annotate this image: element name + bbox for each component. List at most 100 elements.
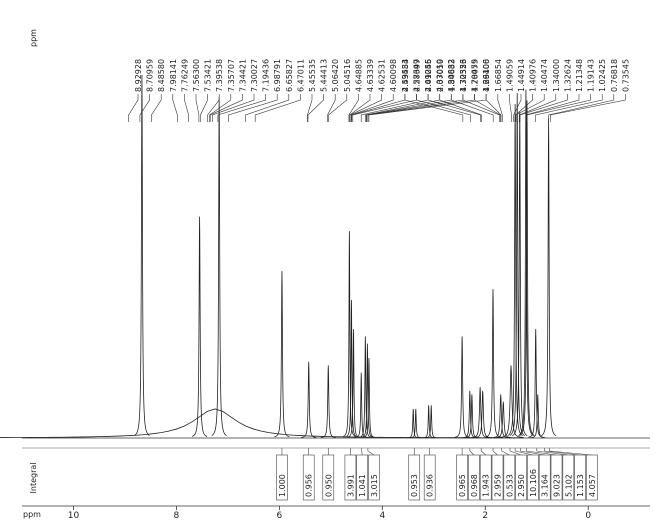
peak-label-leader [209, 94, 232, 122]
peak-label: 6.47011 [296, 59, 305, 92]
peak-label-leader [404, 94, 464, 122]
peak-label-leader [451, 94, 494, 122]
integral-value: 0.965 [458, 474, 467, 497]
peak-label-leader [212, 94, 255, 122]
x-tick-label: 8 [174, 511, 180, 521]
integral-bracket [519, 448, 545, 456]
peak-label-leader [328, 94, 348, 122]
peak-label-leader [327, 94, 336, 122]
peak-label: 5.06420 [331, 59, 340, 92]
peak [494, 401, 513, 439]
peak-label-leader [200, 94, 208, 122]
integral-box [456, 454, 468, 501]
peak-label: 1.40474 [540, 59, 549, 92]
peak [362, 358, 376, 438]
integral-value: 2.950 [517, 474, 526, 497]
peak-label-leader [184, 94, 189, 122]
peak-label: 4.63339 [366, 59, 375, 92]
peak-label: 0.73545 [621, 59, 630, 92]
peak-label: 8.92928 [134, 59, 143, 92]
peak-label-leader [550, 94, 626, 122]
peak [354, 372, 368, 438]
peak [361, 343, 374, 438]
peak-label-leader [209, 94, 243, 122]
peak [345, 300, 358, 438]
peak-label-leader [351, 94, 406, 122]
peak-label: 1.66854 [494, 59, 503, 92]
peak-label-leader [366, 94, 464, 122]
integral-box [468, 454, 480, 501]
peak-label: 5.44413 [320, 59, 329, 92]
peak-label-leader [228, 94, 278, 122]
integral-box [356, 454, 369, 501]
integral-box [302, 454, 315, 501]
peak-label: 1.70479 [471, 59, 480, 92]
integral-bracket [544, 448, 581, 456]
integral-bracket [492, 448, 498, 456]
peak-label: 5.04516 [343, 59, 352, 92]
peak-label-leader [349, 94, 371, 122]
peak-label: 5.45535 [308, 59, 317, 92]
peak-label: 1.34000 [552, 59, 561, 92]
peak [320, 365, 336, 438]
peak-label: 4.41055 [424, 59, 433, 92]
peak-label: 1.69406 [482, 59, 491, 92]
integral-box [479, 454, 492, 501]
peak-label-leader [245, 94, 290, 122]
peak [485, 289, 501, 438]
integral-value: 1.041 [358, 474, 367, 497]
peak-label-leader [518, 94, 557, 122]
integral-box [527, 454, 539, 501]
peak-label: 8.48580 [157, 59, 166, 92]
peak-label: 4.57399 [412, 59, 421, 92]
peak-label: 1.72556 [459, 59, 468, 92]
peak-label: 7.34421 [238, 59, 247, 92]
integral-bracket [514, 448, 533, 456]
peak-label-leader [368, 94, 487, 122]
integral-value: 4.057 [588, 474, 597, 497]
integral-bracket [549, 448, 592, 456]
peak [454, 336, 470, 438]
peak-label-leader [535, 94, 603, 122]
peak [464, 394, 480, 439]
peak-label-leader [485, 94, 502, 122]
peak [507, 104, 523, 437]
peak-label: 4.33019 [436, 59, 445, 92]
peak [211, 96, 227, 436]
peak-label-leader [128, 94, 139, 122]
peak-label: 7.39538 [215, 59, 224, 92]
peak [301, 361, 317, 438]
peak-label-leader [217, 94, 266, 122]
integral-bracket [480, 448, 486, 456]
integral-box [322, 454, 335, 501]
peak [422, 405, 435, 439]
peak [0, 408, 524, 439]
peak-label-leader [207, 94, 220, 122]
peak-label-leader [307, 94, 324, 122]
peak-label: 4.30882 [447, 59, 456, 92]
peak-label: 7.53421 [204, 59, 213, 92]
x-tick-label: 10 [68, 511, 80, 521]
peak-label: 8.70959 [146, 59, 155, 92]
peak-label-leader [519, 94, 568, 122]
peak-label: 7.35707 [227, 59, 236, 92]
integral-box [574, 454, 586, 501]
peak-label: 1.40976 [529, 59, 538, 92]
peak-label: 7.56300 [192, 59, 201, 92]
peak-label-leader [348, 94, 359, 122]
peak [359, 336, 372, 438]
x-tick-label: 2 [482, 511, 488, 521]
integral-value: 5.102 [564, 474, 573, 497]
peak-label: 4.30323 [459, 59, 468, 92]
peak [470, 387, 490, 439]
integral-box [491, 454, 504, 501]
integral-box [368, 454, 380, 501]
peak-label: 1.32624 [563, 59, 572, 92]
peak-label: 4.26100 [482, 59, 491, 92]
peak-label-leader [366, 94, 452, 122]
peak-label-leader [509, 94, 512, 122]
integral-value: 10.106 [529, 469, 538, 497]
x-axis-label: ppm [23, 510, 41, 519]
peak-label: 7.76249 [180, 59, 189, 92]
